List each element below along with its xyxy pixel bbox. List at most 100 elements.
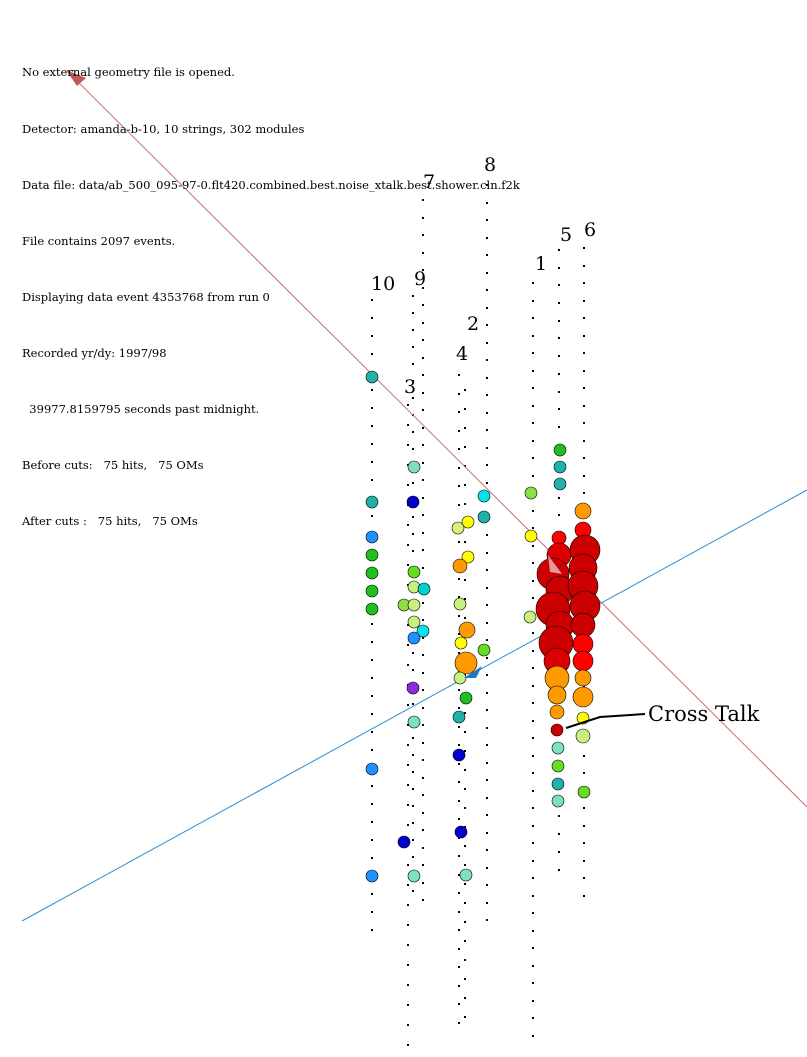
module-dot [486,534,488,536]
module-dot [407,584,409,586]
hit-module [551,777,565,791]
module-dot [407,884,409,886]
hit-module [547,685,567,705]
module-dot [464,769,466,771]
module-dot [583,317,585,319]
module-dot [422,742,424,744]
module-dot [407,1004,409,1006]
module-dot [464,1016,466,1018]
module-dot [532,912,534,914]
module-dot [407,564,409,566]
module-dot [583,440,585,442]
module-dot [532,632,534,634]
module-dot [422,199,424,201]
module-dot [422,654,424,656]
string-label: 8 [484,154,496,176]
info-line: Data file: data/ab_500_095-97-0.flt420.c… [22,177,520,192]
module-dot [464,427,466,429]
module-dot [458,818,460,820]
hit-modules [365,370,601,883]
module-dot [532,562,534,564]
module-dot [464,864,466,866]
string-label: 4 [456,343,468,365]
module-dot [407,464,409,466]
module-dot [532,440,534,442]
hit-module [550,723,564,737]
string-label: 2 [467,313,479,335]
cross-talk-pointer [565,713,646,729]
hit-module [461,550,475,564]
hit-module [365,566,379,580]
hit-module [365,370,379,384]
module-dot [532,317,534,319]
module-dot [371,461,373,463]
module-dot [486,587,488,589]
module-dot [464,959,466,961]
module-dot [583,807,585,809]
module-dot [458,485,460,487]
module-dot [486,867,488,869]
module-dot [532,300,534,302]
module-dot [464,845,466,847]
module-dot [422,672,424,674]
module-dot [412,737,414,739]
module-dot [464,408,466,410]
hit-module [407,615,421,629]
module-dot [412,890,414,892]
module-dot [412,788,414,790]
module-dot [464,883,466,885]
module-dot [532,1000,534,1002]
module-dot [532,422,534,424]
info-line: Before cuts: 75 hits, 75 OMs [22,458,204,473]
module-dot [558,284,560,286]
hit-module [553,477,567,491]
hit-module [574,502,592,520]
module-dot [532,1017,534,1019]
module-dot [486,832,488,834]
cross-talk-label: Cross Talk [648,702,760,726]
module-dot [532,282,534,284]
module-dot [458,911,460,913]
info-line: Recorded yr/dy: 1997/98 [22,345,167,360]
module-dot [458,781,460,783]
module-dot [371,389,373,391]
module-dot [458,596,460,598]
module-dot [458,448,460,450]
module-dot [558,249,560,251]
module-dot [407,944,409,946]
module-dot [412,652,414,654]
module-dot [486,307,488,309]
module-dot [464,731,466,733]
module-dot [558,497,560,499]
hit-module [553,460,567,474]
module-dot [458,615,460,617]
module-dot [371,749,373,751]
module-dot [486,604,488,606]
module-dot [407,644,409,646]
module-dot [532,790,534,792]
module-dot [532,772,534,774]
module-dot [412,295,414,297]
module-dot [532,947,534,949]
module-dot [371,731,373,733]
info-line: 39977.8159795 seconds past midnight. [22,401,260,416]
hit-module [407,869,421,883]
module-dot [464,598,466,600]
module-dot [532,737,534,739]
module-dot [412,312,414,314]
info-line: Detector: amanda-b-10, 10 strings, 302 m… [22,121,305,136]
module-dot [371,893,373,895]
module-dot [412,805,414,807]
module-dot [464,978,466,980]
hit-module [417,582,431,596]
hit-module [397,835,411,849]
hit-module [575,728,591,744]
hit-module [454,825,468,839]
module-dot [486,779,488,781]
hit-module [407,631,421,645]
module-dot [558,815,560,817]
module-dot [371,623,373,625]
module-dot [486,849,488,851]
module-dot [371,641,373,643]
